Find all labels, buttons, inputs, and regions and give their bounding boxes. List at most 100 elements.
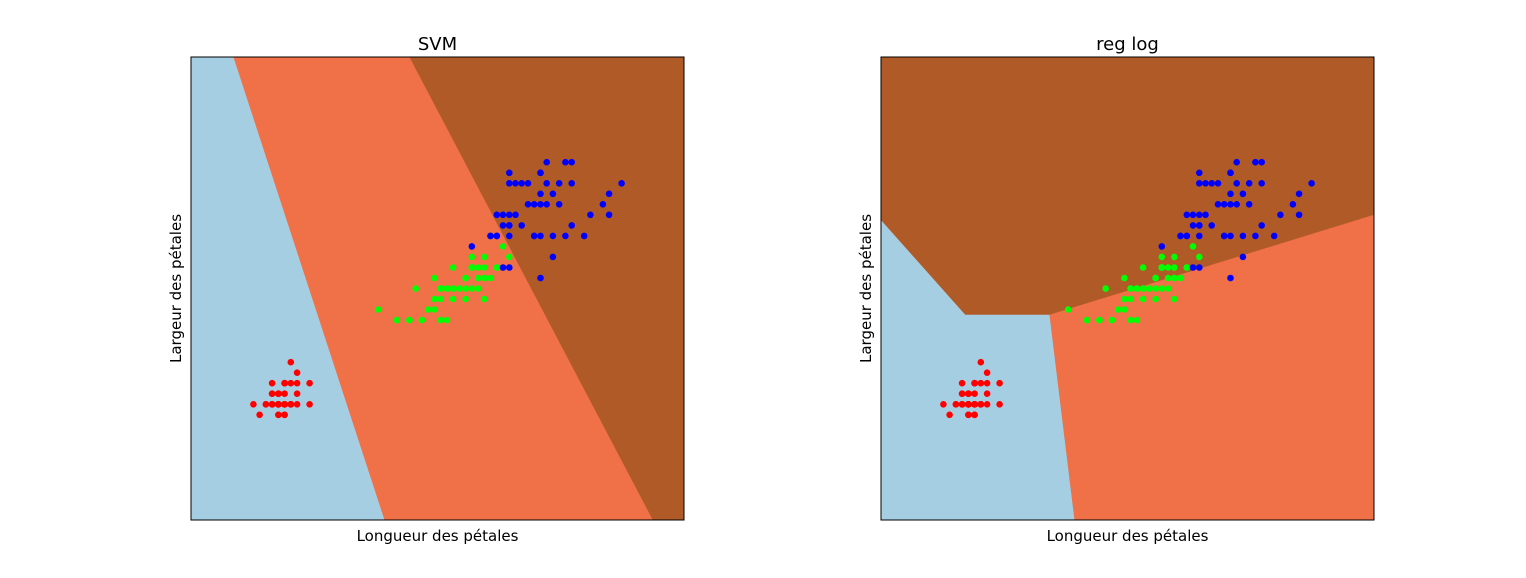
point-virginica [587,211,594,219]
point-virginica [1189,264,1197,271]
subplot-reg-log: reg log Longueur des pétales Largeur des… [857,34,1375,545]
point-virginica [562,158,569,166]
point-virginica [1270,232,1278,240]
point-versicolor [1127,316,1134,324]
point-virginica [1252,158,1259,166]
point-virginica [1202,211,1209,219]
point-virginica [1239,190,1247,198]
point-virginica [530,232,538,240]
point-setosa [996,401,1003,408]
point-setosa [256,411,263,419]
point-virginica [1158,243,1166,250]
point-setosa [965,411,972,419]
point-versicolor [474,274,482,282]
point-virginica [1233,158,1240,166]
point-virginica [1227,190,1234,198]
point-virginica [1214,201,1222,208]
point-versicolor [1183,264,1191,271]
point-versicolor [1164,274,1172,282]
point-virginica [543,180,550,187]
point-virginica [549,190,557,198]
point-virginica [499,222,507,229]
point-setosa [983,390,991,398]
point-virginica [518,180,525,187]
point-versicolor [1146,285,1153,292]
point-virginica [1295,190,1303,198]
point-setosa [268,390,276,398]
point-virginica [1177,232,1184,240]
point-versicolor [1083,316,1091,324]
point-versicolor [431,306,438,313]
point-virginica [1289,201,1297,208]
point-virginica [487,232,494,240]
point-virginica [537,190,544,198]
svm-title: SVM [418,34,457,55]
point-versicolor [443,316,451,324]
point-virginica [506,232,513,240]
point-versicolor [462,295,469,303]
point-virginica [537,169,544,177]
svm-points [250,158,625,419]
point-setosa [952,401,960,408]
point-versicolor [393,316,401,324]
point-versicolor [1171,253,1178,261]
point-versicolor [1064,306,1072,313]
point-virginica [562,232,569,240]
svm-y-axis-label: Largeur des pétales [167,214,185,363]
point-virginica [506,211,513,219]
point-setosa [965,401,972,408]
point-versicolor [1177,274,1184,282]
point-setosa [958,401,966,408]
point-setosa [983,401,991,408]
point-versicolor [1133,285,1141,292]
point-versicolor [456,285,463,292]
point-setosa [940,401,947,408]
point-virginica [493,232,501,240]
point-virginica [493,211,501,219]
point-versicolor [424,306,432,313]
point-virginica [549,253,557,261]
point-versicolor [1158,253,1166,261]
point-versicolor [1133,316,1141,324]
point-versicolor [468,253,476,261]
point-virginica [1252,232,1259,240]
point-virginica [1295,211,1303,219]
svm-axes-frame [190,56,685,521]
region-virginica [409,57,684,520]
point-setosa [306,401,313,408]
point-setosa [996,379,1003,387]
point-versicolor [1158,285,1166,292]
point-virginica [537,201,544,208]
point-virginica [1239,232,1247,240]
reg-log-axes-frame [880,56,1375,521]
point-setosa [977,358,985,366]
point-versicolor [1152,274,1159,282]
point-setosa [983,369,991,377]
point-versicolor [462,274,469,282]
point-virginica [549,232,557,240]
point-versicolor [493,264,501,271]
point-virginica [1189,222,1197,229]
point-versicolor [474,285,482,292]
point-setosa [287,358,295,366]
point-setosa [965,390,972,398]
point-virginica [568,222,575,229]
point-virginica [580,232,588,240]
point-virginica [1233,180,1240,187]
point-virginica [499,264,507,271]
point-versicolor [412,285,420,292]
point-setosa [293,390,301,398]
point-setosa [293,369,301,377]
point-setosa [262,401,270,408]
point-versicolor [443,285,451,292]
point-versicolor [1121,274,1128,282]
point-setosa [281,390,288,398]
point-virginica [1183,211,1191,219]
point-versicolor [406,316,413,324]
point-versicolor [1164,264,1172,271]
point-versicolor [506,253,513,261]
point-versicolor [1158,264,1166,271]
point-setosa [268,401,276,408]
point-virginica [618,180,625,187]
point-versicolor [1152,295,1159,303]
